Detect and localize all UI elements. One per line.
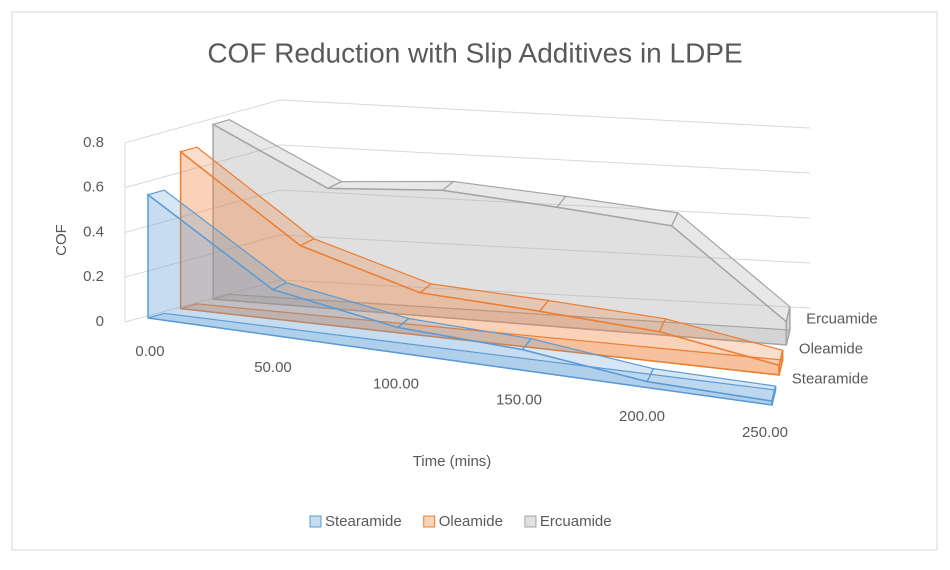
grid-line [124, 279, 811, 323]
y-axis-title: COF [53, 224, 70, 256]
x-tick-label: 100.00 [373, 375, 419, 392]
x-tick-label: 0.00 [135, 343, 164, 360]
legend-label: Ercuamide [540, 513, 612, 530]
legend-label: Stearamide [325, 513, 402, 530]
area-end [785, 306, 791, 346]
grid-line [124, 234, 811, 278]
x-tick-label: 200.00 [619, 408, 665, 425]
series-axis-label: Stearamide [792, 370, 869, 387]
x-tick-label: 150.00 [496, 392, 542, 409]
x-axis-title: Time (mins) [413, 453, 492, 470]
series-axis-label: Oleamide [799, 340, 863, 357]
legend-label: Oleamide [439, 513, 503, 530]
legend-swatch [524, 515, 537, 528]
grid-line [124, 189, 811, 233]
grid-line [124, 144, 811, 189]
chart-border [11, 11, 938, 551]
chart-title: COF Reduction with Slip Additives in LDP… [207, 37, 742, 68]
series-axis-label: Ercuamide [806, 310, 878, 327]
area-end [771, 385, 777, 406]
y-tick-label: 0.8 [83, 134, 104, 151]
x-tick-label: 250.00 [742, 424, 788, 441]
y-tick-label: 0.6 [83, 179, 104, 196]
x-tick-label: 50.00 [254, 359, 292, 376]
y-tick-label: 0.2 [83, 268, 104, 285]
area-end [778, 350, 784, 376]
y-tick-label: 0.4 [83, 223, 104, 240]
y-tick-label: 0 [96, 313, 104, 330]
grid-line [124, 99, 811, 144]
legend-swatch [309, 515, 322, 528]
legend-swatch [423, 515, 436, 528]
